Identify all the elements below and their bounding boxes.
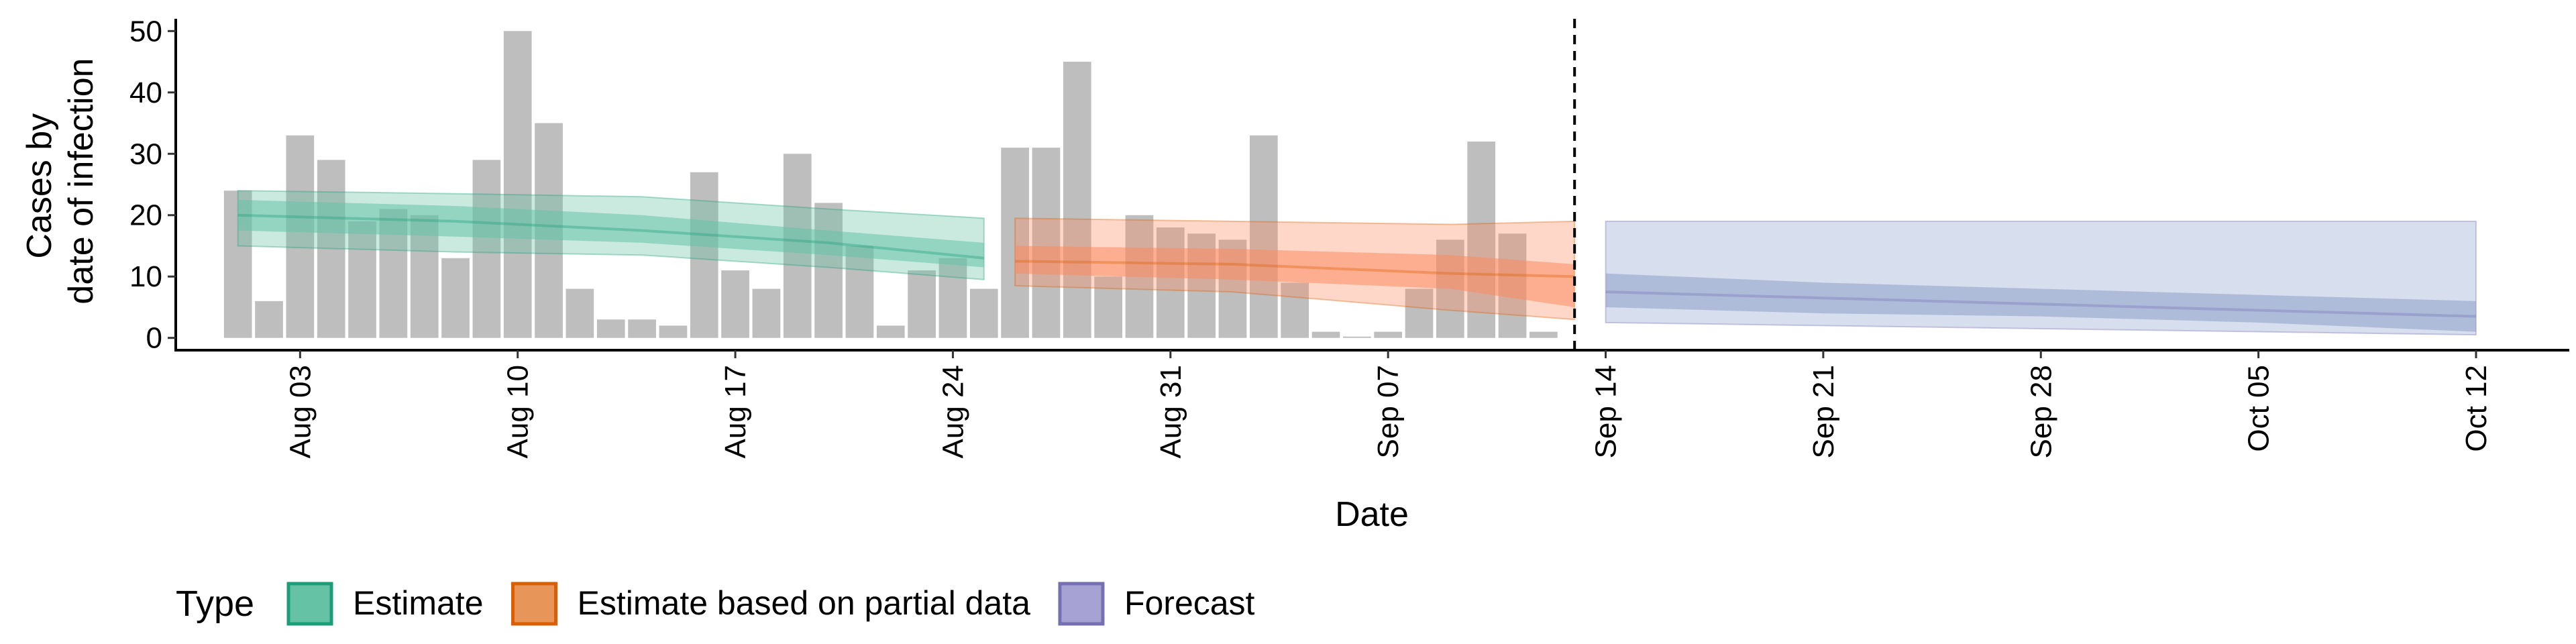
legend: Type Estimate Estimate based on partial da… bbox=[176, 582, 1255, 626]
y-axis-title-line-1: Cases by bbox=[20, 113, 59, 259]
y-axis-title: Cases by date of infection bbox=[20, 58, 101, 304]
case-bar bbox=[566, 288, 594, 338]
case-bar bbox=[1529, 331, 1558, 338]
case-bar bbox=[348, 221, 376, 338]
ribbon-series bbox=[237, 190, 985, 280]
x-tick-label: Sep 21 bbox=[1807, 365, 1840, 458]
inner-interval-band bbox=[1015, 246, 1575, 307]
case-bar bbox=[659, 325, 688, 338]
x-tick-label: Sep 14 bbox=[1590, 365, 1623, 458]
estimate-ribbons bbox=[237, 190, 2477, 336]
y-axis-title-line-2: date of infection bbox=[62, 58, 101, 304]
x-tick-label: Sep 28 bbox=[2025, 365, 2057, 458]
case-bar bbox=[752, 288, 781, 338]
case-bar bbox=[503, 31, 532, 338]
legend-swatch bbox=[1058, 582, 1105, 626]
median-line bbox=[1015, 260, 1575, 278]
case-bar bbox=[969, 288, 998, 338]
case-bar bbox=[845, 246, 874, 338]
case-bar bbox=[628, 319, 656, 338]
case-bar bbox=[938, 258, 967, 338]
x-tick-label: Aug 24 bbox=[936, 365, 969, 458]
case-bar bbox=[1156, 227, 1185, 338]
case-bar bbox=[1281, 282, 1309, 338]
case-bar bbox=[255, 301, 283, 338]
x-tick-label: Aug 03 bbox=[284, 365, 317, 458]
y-tick-label: 20 bbox=[129, 199, 162, 232]
legend-label: Forecast bbox=[1124, 584, 1255, 622]
case-bar bbox=[1249, 135, 1278, 338]
median-line bbox=[237, 213, 984, 260]
inner-interval-band bbox=[1605, 273, 2476, 332]
case-bar bbox=[1094, 276, 1122, 338]
y-tick-label: 10 bbox=[129, 260, 162, 293]
case-bar bbox=[1467, 141, 1496, 338]
legend-label: Estimate bbox=[353, 584, 484, 622]
y-tick-label: 0 bbox=[146, 322, 162, 355]
x-axis-title: Date bbox=[1335, 495, 1409, 534]
case-bar bbox=[596, 319, 625, 338]
case-bar bbox=[876, 325, 905, 338]
case-bar bbox=[1342, 336, 1371, 338]
ribbon-series bbox=[1014, 217, 1576, 321]
median-line bbox=[1605, 290, 2477, 318]
case-bar bbox=[1001, 148, 1029, 338]
case-bar bbox=[472, 160, 501, 338]
case-bar bbox=[814, 203, 843, 338]
legend-swatch bbox=[511, 582, 558, 626]
case-bar bbox=[441, 258, 470, 338]
case-bar bbox=[1374, 331, 1403, 338]
y-tick-label: 40 bbox=[129, 76, 162, 109]
x-tick-label: Aug 17 bbox=[719, 365, 752, 458]
y-tick-label: 30 bbox=[129, 138, 162, 170]
case-bar bbox=[286, 135, 315, 338]
case-bar bbox=[1311, 331, 1340, 338]
x-tick-label: Oct 12 bbox=[2460, 365, 2493, 452]
case-bar bbox=[1032, 148, 1061, 338]
case-bar bbox=[721, 270, 749, 338]
x-tick-label: Oct 05 bbox=[2243, 365, 2275, 452]
case-bar bbox=[908, 270, 936, 338]
x-tick-label: Sep 07 bbox=[1372, 365, 1405, 458]
x-tick-label: Aug 31 bbox=[1155, 365, 1187, 458]
legend-label: Estimate based on partial data bbox=[578, 584, 1031, 622]
case-bar bbox=[1405, 288, 1434, 338]
y-tick-label: 50 bbox=[129, 15, 162, 48]
axes: 0 10 20 30 40 50 Aug 03 Aug 10 Aug 17 Aug 24 Aug 3… bbox=[129, 15, 2569, 458]
inner-interval-band bbox=[237, 199, 984, 268]
case-bar bbox=[1063, 62, 1091, 338]
case-bar bbox=[690, 172, 718, 338]
legend-swatch bbox=[286, 582, 333, 626]
case-bar bbox=[317, 160, 345, 338]
ribbon-series bbox=[1605, 220, 2477, 336]
x-tick-label: Aug 10 bbox=[502, 365, 535, 458]
case-bars bbox=[223, 31, 1558, 338]
legend-title: Type bbox=[176, 584, 254, 624]
